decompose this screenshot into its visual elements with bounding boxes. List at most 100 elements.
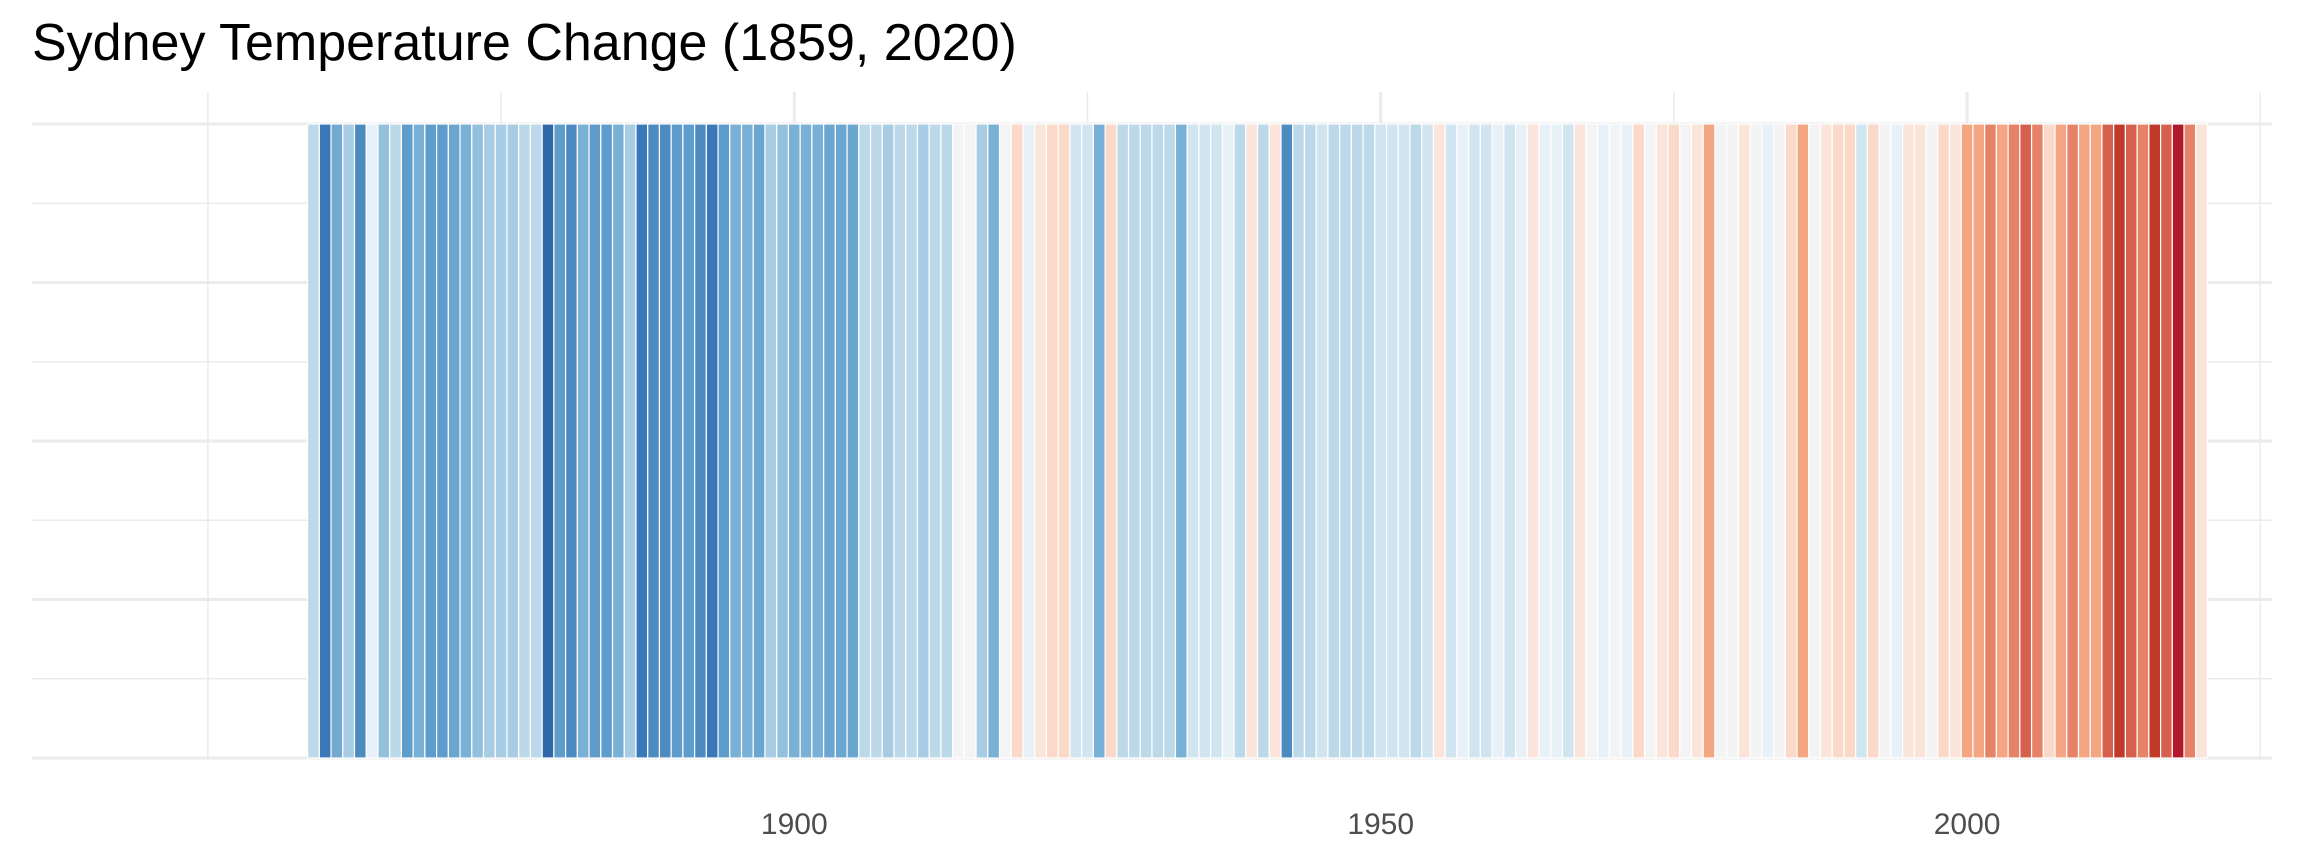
stripe-1987 [1808,123,1822,759]
stripe-1860 [318,123,332,759]
stripe-1978 [1702,123,1716,759]
stripe-1996 [1913,123,1927,759]
stripe-1887 [635,123,649,759]
stripe-1938 [1233,123,1247,759]
stripe-1962 [1514,123,1528,759]
stripe-1961 [1503,123,1517,759]
stripe-1948 [1350,123,1364,759]
stripe-1929 [1127,123,1141,759]
stripe-1945 [1315,123,1329,759]
stripe-1982 [1749,123,1763,759]
stripe-2020 [2195,123,2209,759]
stripe-1974 [1655,123,1669,759]
x-tick-label: 1900 [761,808,828,841]
stripe-1884 [600,123,614,759]
stripe-1913 [940,123,954,759]
stripe-1979 [1714,123,1728,759]
stripe-2016 [2148,123,2162,759]
stripe-1984 [1772,123,1786,759]
stripe-1859 [307,123,320,759]
stripe-1895 [729,123,743,759]
stripe-2010 [2077,123,2091,759]
stripe-1949 [1362,123,1376,759]
chart-title: Sydney Temperature Change (1859, 2020) [32,14,1017,72]
stripe-1943 [1292,123,1306,759]
stripe-1995 [1901,123,1915,759]
stripe-2018 [2171,123,2185,759]
stripe-2005 [2019,123,2033,759]
stripe-1992 [1866,123,1880,759]
stripe-1986 [1796,123,1810,759]
stripe-1905 [846,123,860,759]
stripe-2012 [2101,123,2115,759]
stripe-1907 [869,123,883,759]
stripe-1932 [1163,123,1177,759]
stripe-1911 [916,123,930,759]
stripe-1861 [330,123,344,759]
stripe-1922 [1045,123,1059,759]
stripe-1886 [623,123,637,759]
stripe-1912 [928,123,942,759]
stripe-1865 [377,123,391,759]
stripe-1899 [776,123,790,759]
stripe-1863 [353,123,367,759]
stripe-1871 [447,123,461,759]
stripe-1944 [1303,123,1317,759]
stripe-1985 [1784,123,1798,759]
stripe-1976 [1679,123,1693,759]
stripe-2008 [2054,123,2068,759]
stripe-2009 [2066,123,2080,759]
stripe-1882 [576,123,590,759]
stripe-1997 [1925,123,1939,759]
stripe-1914 [952,123,965,759]
stripe-1928 [1116,123,1130,759]
stripe-2019 [2183,123,2197,759]
stripe-1902 [811,123,825,759]
stripe-1963 [1526,123,1540,759]
stripe-1878 [529,123,543,759]
stripe-1934 [1186,123,1200,759]
stripe-1959 [1479,123,1493,759]
stripe-1862 [342,123,356,759]
stripe-1910 [905,123,919,759]
stripe-1989 [1831,123,1845,759]
stripe-1981 [1737,123,1751,759]
stripe-1870 [436,123,449,759]
stripe-1998 [1937,123,1951,759]
stripe-1960 [1491,123,1505,759]
stripe-2006 [2030,123,2044,759]
stripe-1904 [834,123,848,759]
stripe-1927 [1104,123,1118,759]
stripe-1883 [588,123,602,759]
stripe-1879 [541,123,555,759]
stripe-2015 [2136,123,2150,759]
stripe-1983 [1761,123,1775,759]
stripe-1901 [799,123,813,759]
stripe-1993 [1878,123,1892,759]
stripe-1890 [670,123,684,759]
stripe-1915 [963,123,977,759]
x-axis-ticks: 1900 1950 2000 [761,808,2001,841]
stripe-1954 [1421,123,1435,759]
stripe-1917 [987,123,1001,759]
stripe-1966 [1561,123,1575,759]
stripe-1925 [1081,123,1094,759]
stripe-1891 [682,123,696,759]
stripe-1909 [893,123,907,759]
stripe-1881 [565,123,578,759]
stripe-1918 [998,123,1012,759]
stripe-1939 [1245,123,1259,759]
stripe-1999 [1948,123,1962,759]
stripe-1864 [365,123,379,759]
stripe-2013 [2113,123,2127,759]
stripe-1908 [881,123,895,759]
stripe-1940 [1256,123,1270,759]
stripe-1942 [1280,123,1294,759]
stripe-1866 [389,123,403,759]
stripe-1994 [1890,123,1904,759]
stripe-2017 [2159,123,2173,759]
stripe-1977 [1690,123,1704,759]
stripe-1956 [1444,123,1458,759]
stripe-1874 [482,123,496,759]
